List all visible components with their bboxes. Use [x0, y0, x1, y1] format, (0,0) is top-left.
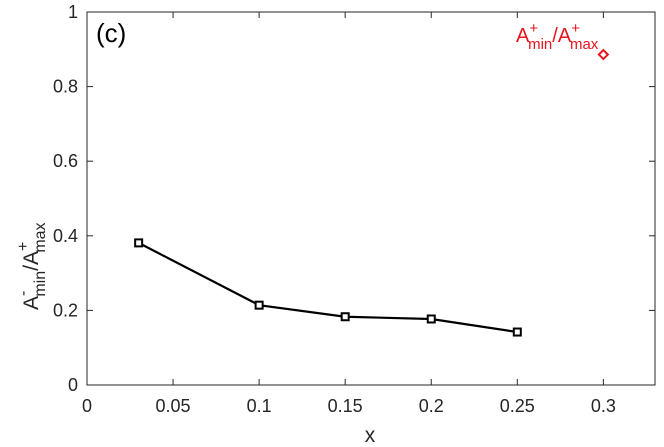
- y-axis-label: A-min/A+max: [15, 222, 49, 310]
- annot-base1: A: [516, 25, 530, 47]
- annot-sub2: max: [570, 36, 599, 53]
- annot-sup2: +: [571, 20, 580, 37]
- legend-annotation: A+ min/A+ max: [516, 20, 599, 53]
- axis-ticks: 0 0.05 0.1 0.15 0.2 0.25 0.3 0 0.2 0.4 0.6 0.8 1: [53, 2, 655, 416]
- x-tick-label: 0.15: [328, 396, 363, 416]
- data-point-diamond: [597, 48, 610, 61]
- y-tick-label: 0.6: [53, 151, 78, 171]
- annot-base2: A: [558, 25, 572, 47]
- ylabel-base1: A: [20, 296, 43, 310]
- x-axis-label: x: [365, 424, 376, 447]
- x-tick-label: 0.2: [419, 396, 444, 416]
- y-tick-label: 0.8: [53, 77, 78, 97]
- data-point-square: [512, 327, 522, 337]
- data-point-square: [426, 314, 436, 324]
- y-tick-label: 1: [68, 2, 78, 22]
- x-tick-label: 0.05: [156, 396, 191, 416]
- y-tick-label: 0.4: [53, 226, 78, 246]
- x-tick-label: 0.25: [500, 396, 535, 416]
- ylabel-sub2: max: [32, 222, 49, 252]
- data-point-square: [254, 300, 264, 310]
- y-tick-label: 0: [68, 375, 78, 395]
- ylabel-base2: A: [20, 251, 43, 265]
- ylabel-sub1: min: [32, 271, 49, 297]
- y-tick-label: 0.2: [53, 300, 78, 320]
- x-tick-label: 0.1: [247, 396, 272, 416]
- data-point-square: [134, 238, 144, 248]
- data-point-square: [340, 312, 350, 322]
- ylabel-sup2: +: [15, 242, 32, 251]
- data-series: [134, 48, 610, 337]
- x-tick-label: 0.3: [591, 396, 616, 416]
- x-tick-label: 0: [82, 396, 92, 416]
- annot-sub1: min: [528, 36, 552, 53]
- panel-label: (c): [96, 18, 126, 48]
- ylabel-sep: /: [20, 265, 43, 271]
- annot-sup1: +: [529, 20, 538, 37]
- ylabel-sup1: -: [15, 291, 32, 296]
- annot-sep: /: [552, 25, 558, 47]
- series-line: [138, 241, 518, 334]
- plot-area: [86, 11, 656, 386]
